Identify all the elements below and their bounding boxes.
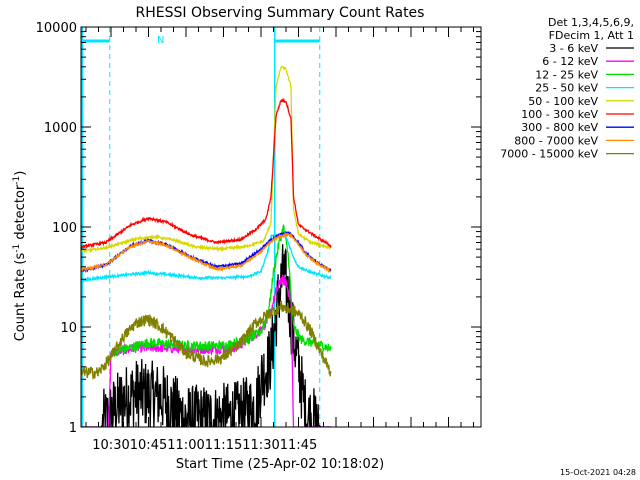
legend-label: 100 - 300 keV (521, 108, 598, 121)
y-ticks (81, 26, 481, 428)
x-tick-label: 11:30 (242, 438, 279, 453)
series-line-800-7000keV (81, 231, 332, 274)
legend-label: 800 - 7000 keV (514, 134, 598, 147)
series-line-12-25keV (110, 223, 332, 357)
y-tick-label: 1 (69, 421, 77, 436)
footer-date: 15-Oct-2021 04:28 (560, 468, 636, 477)
y-tick-labels: 1 10 100 1000 10000 (36, 21, 77, 436)
x-tick-label: 11:00 (167, 438, 204, 453)
series-line-7000-15000keV (81, 300, 332, 381)
legend-label: 25 - 50 keV (535, 82, 598, 95)
y-tick-label: 10000 (36, 21, 77, 36)
legend-label: 50 - 100 keV (528, 95, 598, 108)
series-line-25-50keV (81, 233, 332, 284)
legend-header-line1: Det 1,3,4,5,6,9, (548, 16, 634, 29)
y-tick-label: 1000 (44, 121, 77, 136)
x-tick-label: 11:15 (205, 438, 242, 453)
y-tick-label: 10 (60, 321, 77, 336)
x-tick-label: 10:30 (92, 438, 129, 453)
flag-n-label: N (157, 35, 164, 46)
x-ticks (85, 27, 474, 427)
series-line-50-100keV (81, 65, 332, 255)
y-axis-label: Count Rate (s-1 detector-1) (12, 171, 28, 342)
x-tick-label: 11:45 (280, 438, 317, 453)
legend-label: 12 - 25 keV (535, 68, 598, 81)
legend-label: 3 - 6 keV (549, 42, 598, 55)
y-axis-label-main: Count Rate (s (13, 253, 28, 342)
x-axis-label: Start Time (25-Apr-02 10:18:02) (176, 457, 384, 472)
y-axis-label-sup2: -1 (12, 176, 22, 185)
legend: Det 1,3,4,5,6,9, FDecim 1, Att 1 3 - 6 k… (500, 16, 634, 161)
legend-label: 7000 - 15000 keV (500, 148, 598, 161)
legend-label: 6 - 12 keV (542, 55, 598, 68)
legend-label: 300 - 800 keV (521, 121, 598, 134)
series-line-100-300keV (81, 97, 332, 250)
series-lines (81, 65, 332, 427)
legend-header-line2: FDecim 1, Att 1 (549, 29, 634, 42)
x-tick-labels: 10:30 10:45 11:00 11:15 11:30 11:45 (92, 438, 317, 453)
y-axis-label-mid: detector (13, 184, 28, 244)
y-axis-label-end: ) (13, 171, 28, 176)
y-tick-label: 100 (52, 221, 77, 236)
chart-title: RHESSI Observing Summary Count Rates (136, 5, 425, 21)
x-tick-label: 10:45 (130, 438, 167, 453)
series-line-3-6keV (81, 244, 331, 427)
y-axis-label-sup1: -1 (12, 244, 22, 253)
